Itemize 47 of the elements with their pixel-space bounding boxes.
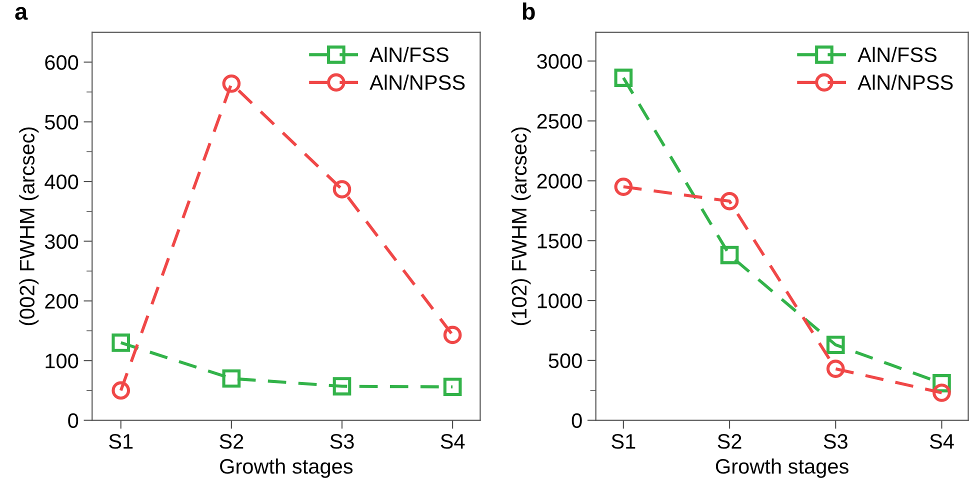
x-axis-title: Growth stages (220, 458, 353, 478)
y-tick-label: 200 (45, 294, 78, 309)
point (720, 246, 739, 264)
x-tick-label: S4 (440, 434, 465, 449)
y-tick-label: 500 (45, 114, 78, 130)
point (614, 178, 633, 196)
y-tick-label: 1000 (538, 294, 582, 308)
point (826, 360, 845, 378)
y-tick-label: 2500 (537, 114, 582, 129)
y-tick-label: 300 (44, 234, 78, 249)
legend-label: AlN/FSS (858, 46, 936, 62)
point (112, 381, 130, 400)
legend-label: AlN/NPSS (858, 74, 953, 90)
point (826, 336, 845, 354)
x-tick-label: S2 (718, 434, 742, 449)
x-axis-title: Growth stages (716, 458, 848, 478)
point (443, 378, 462, 396)
point (112, 334, 130, 352)
x-tick-label: S1 (109, 434, 133, 449)
point (443, 326, 462, 344)
x-tick-label: S3 (330, 434, 354, 449)
y-tick-label: 2000 (537, 174, 582, 189)
y-tick-label: 1500 (538, 234, 582, 248)
point (614, 68, 633, 87)
y-axis-title: (002) FWHM (arcsec) (19, 127, 39, 326)
y-tick-label: 600 (45, 55, 78, 70)
y-tick-label: 100 (46, 354, 78, 368)
x-tick-label: S1 (612, 434, 636, 449)
x-tick-label: S3 (824, 434, 848, 449)
y-tick-label: 0 (572, 413, 582, 428)
chart-title: a (15, 6, 28, 20)
legend-label: AlN/FSS (370, 46, 448, 62)
point (720, 192, 739, 210)
y-axis-title: (102) FWHM (arcsec) (511, 127, 531, 326)
x-tick-label: S4 (930, 434, 954, 449)
chart-title: b (522, 2, 535, 20)
y-tick-label: 500 (548, 353, 582, 368)
y-tick-label: 3000 (537, 54, 582, 69)
y-tick-label: 0 (68, 413, 78, 428)
x-tick-label: S2 (220, 434, 244, 449)
point (222, 74, 241, 93)
point (932, 384, 951, 402)
y-tick-label: 400 (44, 174, 78, 190)
point (332, 180, 352, 198)
legend-label: AlN/NPSS (370, 74, 465, 90)
point (332, 377, 352, 396)
point (222, 369, 241, 388)
